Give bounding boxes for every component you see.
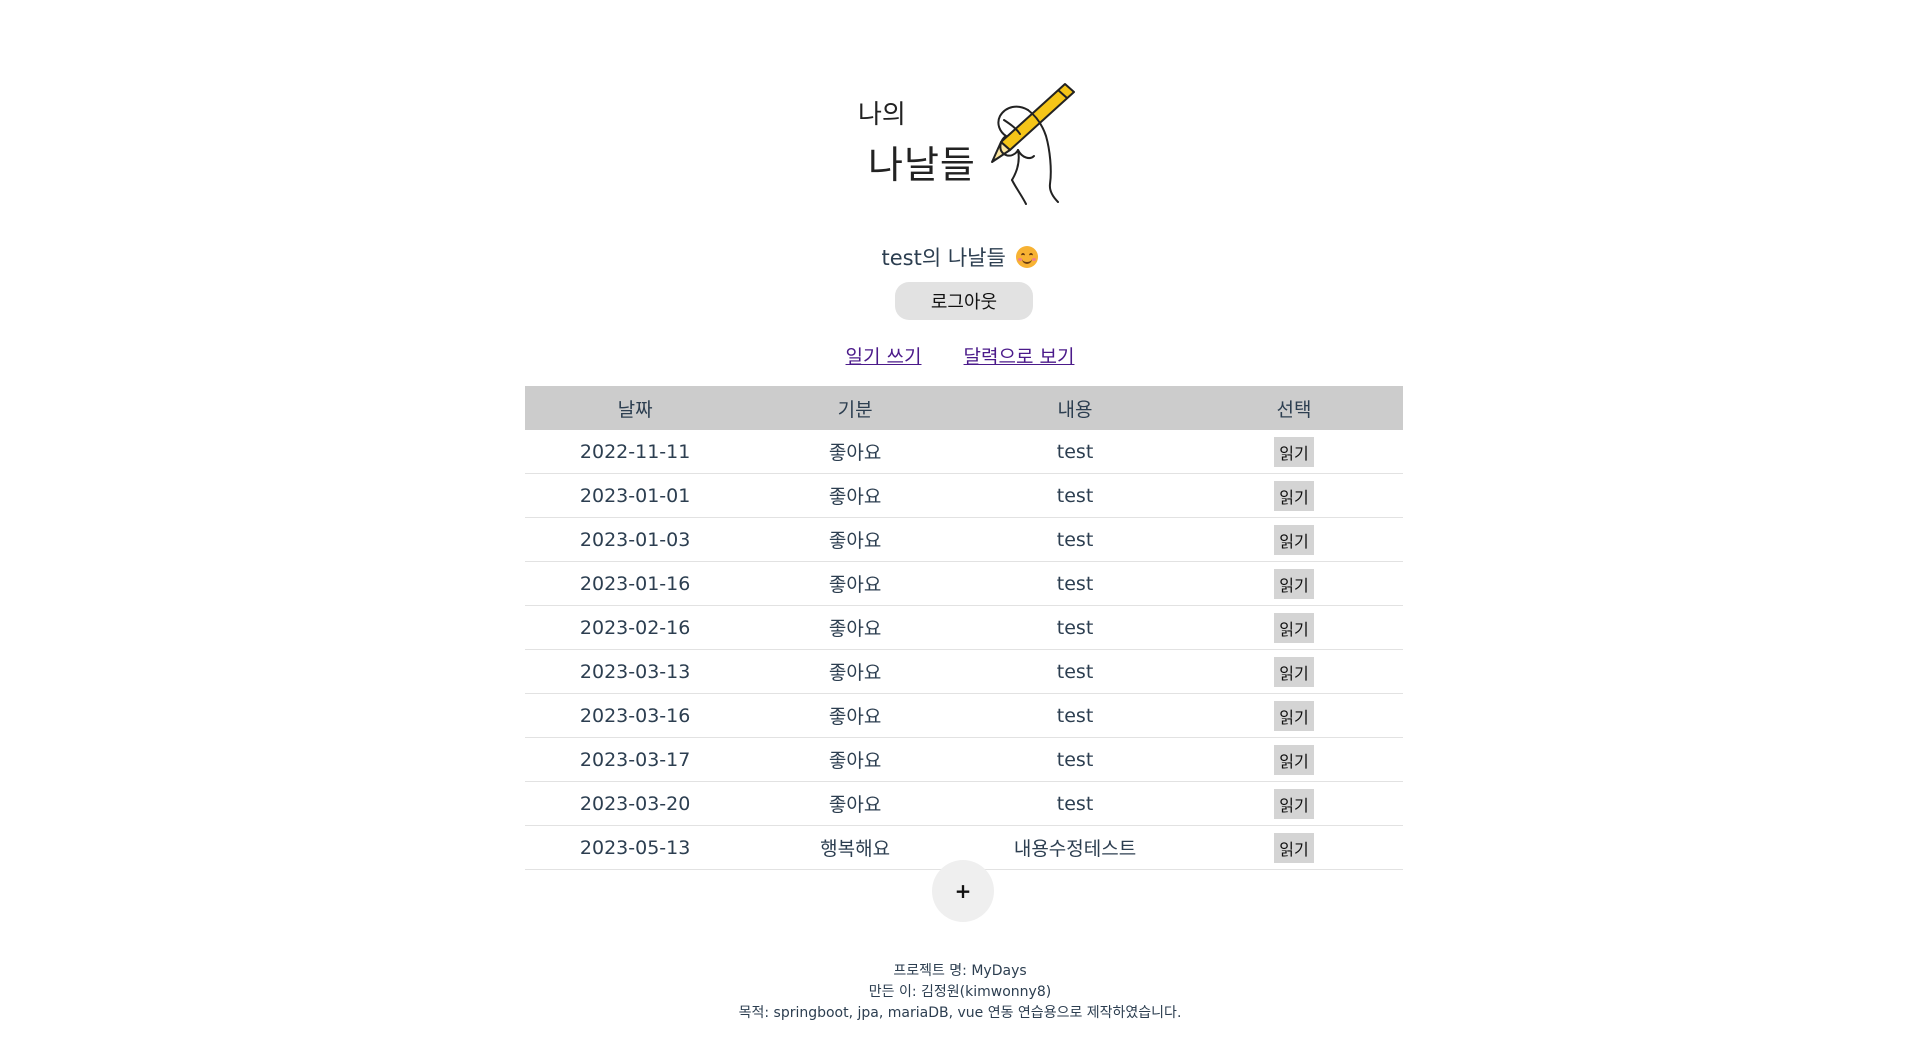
row-mood: 행복해요 [745, 825, 966, 870]
row-mood: 좋아요 [745, 473, 966, 518]
row-mood: 좋아요 [745, 561, 966, 606]
row-content: test [965, 781, 1186, 826]
row-date: 2023-01-16 [525, 561, 746, 606]
row-date: 2022-11-11 [525, 430, 746, 474]
greeting-text: test의 나날들 [881, 246, 1006, 270]
add-diary-button[interactable]: + [932, 860, 994, 922]
read-button[interactable]: 읽기 [1274, 656, 1314, 687]
footer-purpose: 목적: springboot, jpa, mariaDB, vue 연동 연습용… [738, 1005, 1182, 1021]
read-button[interactable]: 읽기 [1274, 700, 1314, 731]
row-date: 2023-05-13 [525, 825, 746, 870]
calendar-view-link[interactable]: 달력으로 보기 [963, 346, 1075, 368]
table-row: 2023-03-16 좋아요 test 읽기 [525, 693, 1403, 738]
row-date: 2023-01-03 [525, 517, 746, 562]
row-content: test [965, 430, 1186, 474]
footer: 프로젝트 명: MyDays 만든 이: 김정원(kimwonny8) 목적: … [0, 961, 1920, 1024]
row-date: 2023-02-16 [525, 605, 746, 650]
nav-links: 일기 쓰기 달력으로 보기 [0, 342, 1920, 369]
read-button[interactable]: 읽기 [1274, 612, 1314, 643]
table-row: 2023-02-16 좋아요 test 읽기 [525, 605, 1403, 650]
row-mood: 좋아요 [745, 737, 966, 782]
row-content: test [965, 693, 1186, 738]
smiling-face-icon [1016, 246, 1039, 268]
header-content: 내용 [965, 386, 1186, 430]
row-date: 2023-03-20 [525, 781, 746, 826]
table-row: 2023-05-13 행복해요 내용수정테스트 읽기 [525, 825, 1403, 870]
read-button[interactable]: 읽기 [1274, 832, 1314, 863]
table-body: 2022-11-11 좋아요 test 읽기 2023-01-01 좋아요 te… [525, 430, 1403, 870]
greeting: test의 나날들 [0, 242, 1920, 272]
table-row: 2023-01-16 좋아요 test 읽기 [525, 561, 1403, 606]
logo-line-2: 나날들 [868, 143, 976, 187]
row-mood: 좋아요 [745, 649, 966, 694]
row-mood: 좋아요 [745, 605, 966, 650]
header-select: 선택 [1185, 386, 1403, 430]
row-date: 2023-01-01 [525, 473, 746, 518]
row-content: 내용수정테스트 [965, 825, 1186, 870]
row-content: test [965, 737, 1186, 782]
table-row: 2022-11-11 좋아요 test 읽기 [525, 430, 1403, 474]
hand-pencil-icon [991, 83, 1075, 205]
header-mood: 기분 [745, 386, 966, 430]
read-button[interactable]: 읽기 [1274, 524, 1314, 555]
row-content: test [965, 517, 1186, 562]
table-row: 2023-03-13 좋아요 test 읽기 [525, 649, 1403, 694]
header-date: 날짜 [525, 386, 746, 430]
logo-line-1: 나의 [858, 100, 906, 130]
row-date: 2023-03-16 [525, 693, 746, 738]
footer-author: 만든 이: 김정원(kimwonny8) [868, 984, 1052, 1000]
table-row: 2023-01-03 좋아요 test 읽기 [525, 517, 1403, 562]
row-content: test [965, 473, 1186, 518]
read-button[interactable]: 읽기 [1274, 480, 1314, 511]
read-button[interactable]: 읽기 [1274, 436, 1314, 467]
row-content: test [965, 649, 1186, 694]
read-button[interactable]: 읽기 [1274, 744, 1314, 775]
read-button[interactable]: 읽기 [1274, 568, 1314, 599]
write-diary-link[interactable]: 일기 쓰기 [845, 346, 922, 368]
logo: 나의 나날들 [850, 80, 1090, 210]
table-row: 2023-03-20 좋아요 test 읽기 [525, 781, 1403, 826]
table-header: 날짜 기분 내용 선택 [525, 386, 1403, 430]
row-mood: 좋아요 [745, 517, 966, 562]
logout-button[interactable]: 로그아웃 [895, 282, 1033, 320]
row-mood: 좋아요 [745, 781, 966, 826]
row-date: 2023-03-13 [525, 649, 746, 694]
row-content: test [965, 605, 1186, 650]
row-mood: 좋아요 [745, 430, 966, 474]
row-date: 2023-03-17 [525, 737, 746, 782]
table-row: 2023-01-01 좋아요 test 읽기 [525, 473, 1403, 518]
read-button[interactable]: 읽기 [1274, 788, 1314, 819]
footer-project: 프로젝트 명: MyDays [893, 963, 1027, 979]
row-content: test [965, 561, 1186, 606]
diary-table: 날짜 기분 내용 선택 2022-11-11 좋아요 test 읽기 2023-… [525, 386, 1403, 870]
row-mood: 좋아요 [745, 693, 966, 738]
table-row: 2023-03-17 좋아요 test 읽기 [525, 737, 1403, 782]
